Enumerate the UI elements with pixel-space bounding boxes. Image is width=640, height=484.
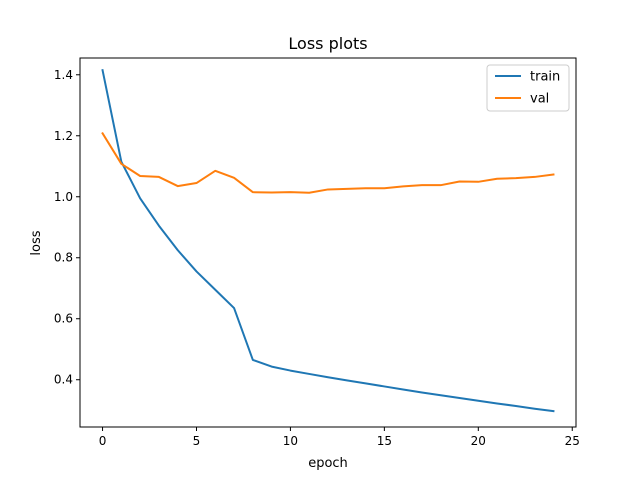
x-tick-label: 25 [565, 434, 580, 448]
chart-title: Loss plots [288, 34, 367, 53]
x-tick-label: 5 [193, 434, 201, 448]
y-tick-label: 0.6 [54, 312, 73, 326]
legend-label-train: train [530, 70, 560, 85]
x-axis-label: epoch [308, 456, 348, 471]
y-tick-label: 1.2 [54, 129, 73, 143]
x-tick-label: 0 [99, 434, 107, 448]
series-line-val [101, 131, 555, 194]
y-tick-label: 0.8 [54, 251, 73, 265]
x-tick-label: 10 [283, 434, 298, 448]
y-tick-label: 1.0 [54, 190, 73, 204]
y-tick-label: 0.4 [54, 373, 73, 387]
legend: train val [486, 64, 570, 112]
axes-frame [79, 57, 577, 428]
x-tick-label: 15 [377, 434, 392, 448]
x-tick-label: 20 [471, 434, 486, 448]
legend-label-val: val [530, 92, 549, 107]
series-layer [101, 69, 555, 413]
y-axis-label: loss [29, 230, 44, 255]
axis-ticks: 0 5 10 15 20 25 0.4 0.6 0.8 1.0 1.2 1.4 [54, 68, 580, 448]
y-tick-label: 1.4 [54, 68, 73, 82]
series-line-train [101, 69, 555, 413]
